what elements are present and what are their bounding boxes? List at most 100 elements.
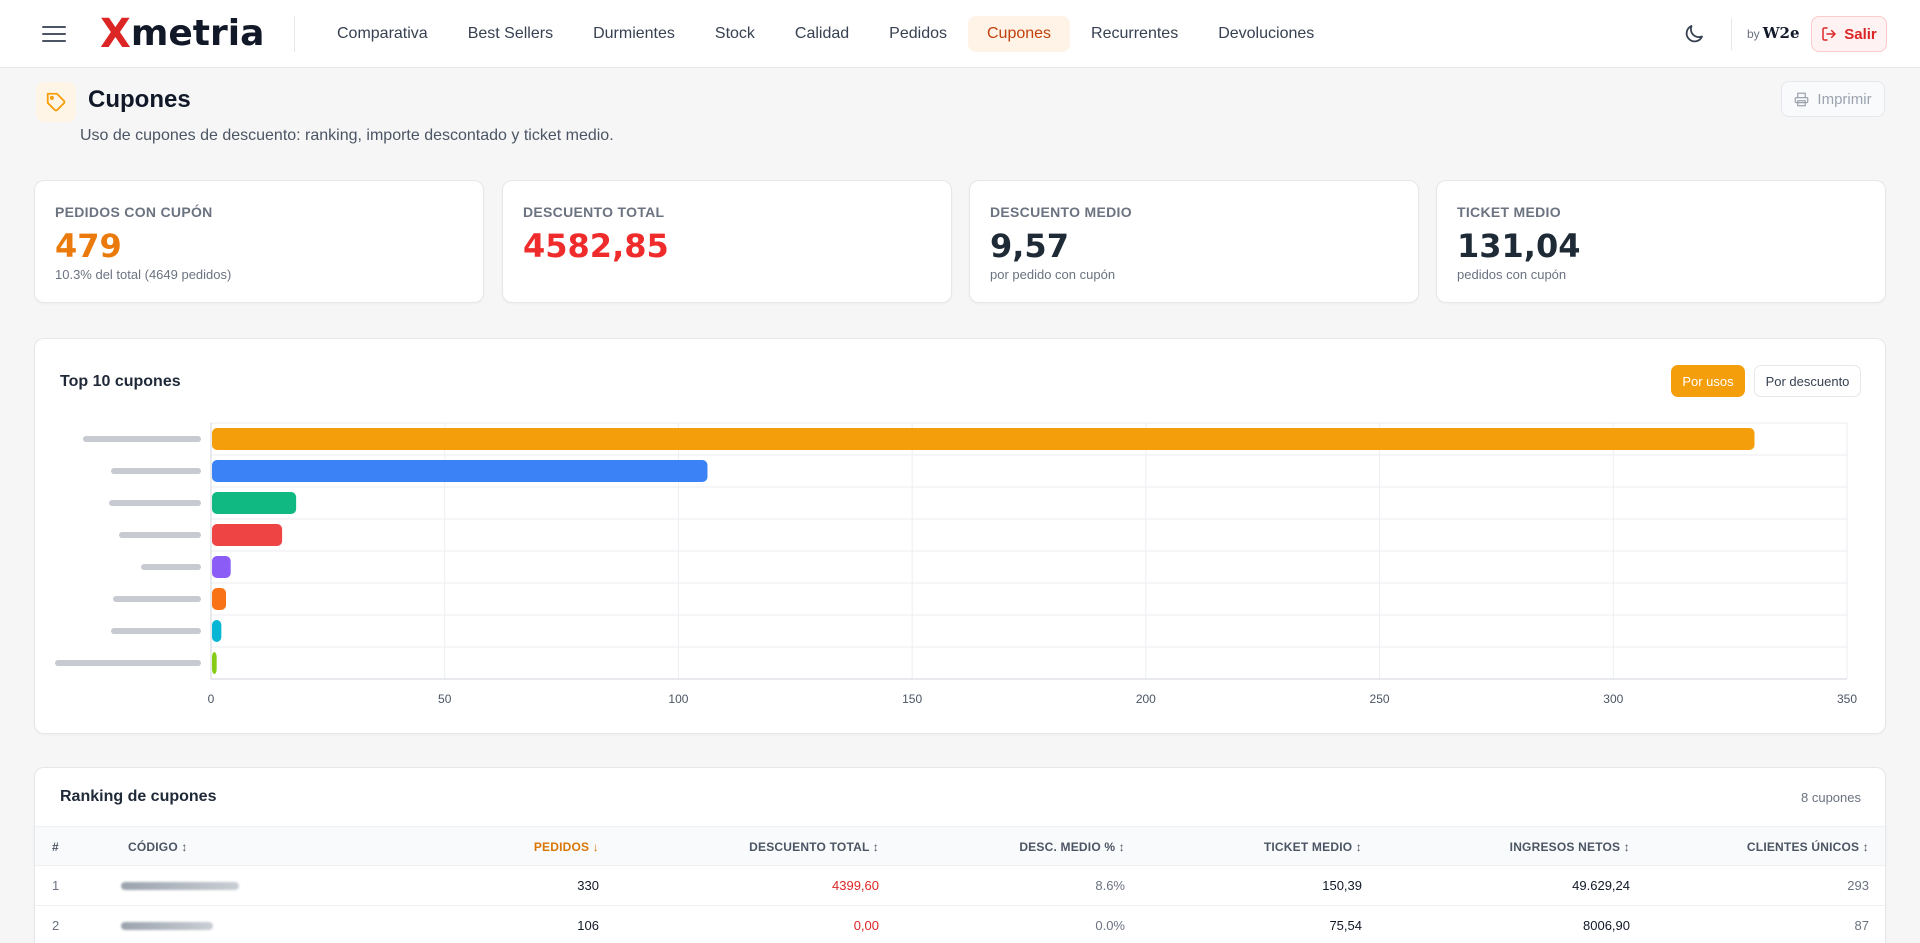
col-codigo[interactable]: CÓDIGO ↕ [128, 840, 188, 854]
cell-rank: 1 [52, 878, 60, 893]
kpi-card-descuento-total: DESCUENTO TOTAL 4582,85 [502, 180, 952, 303]
chart-bar [212, 652, 217, 674]
kpi-note: pedidos con cupón [1457, 267, 1567, 282]
cell-ingresos: 49.629,24 [1572, 878, 1630, 893]
nav-recurrentes[interactable]: Recurrentes [1091, 25, 1179, 42]
cell-desc-pct: 8.6% [1095, 878, 1125, 893]
redacted-code [121, 922, 213, 930]
by-brand-logo: W2e [1762, 24, 1800, 42]
nav-comparativa[interactable]: Comparativa [337, 25, 428, 42]
toggle-por-usos[interactable]: Por usos [1671, 365, 1745, 397]
x-tick-label: 300 [1603, 692, 1623, 706]
divider [1731, 18, 1732, 50]
x-tick-label: 350 [1837, 692, 1857, 706]
printer-icon [1795, 92, 1809, 106]
cell-clientes: 87 [1854, 918, 1869, 933]
cell-pedidos: 330 [577, 878, 599, 893]
moon-icon[interactable] [1682, 22, 1706, 46]
tag-icon-box [36, 82, 76, 122]
col-pedidos[interactable]: PEDIDOS ↓ [533, 840, 599, 854]
cell-ticket: 75,54 [1329, 918, 1362, 933]
redacted-category-label [109, 500, 201, 506]
cell-desc-pct: 0.0% [1095, 918, 1125, 933]
nav-pedidos[interactable]: Pedidos [889, 25, 947, 42]
kpi-note: por pedido con cupón [990, 267, 1116, 282]
logo-x: X [100, 11, 131, 57]
nav-devoluciones[interactable]: Devoluciones [1218, 25, 1315, 42]
divider [294, 16, 295, 52]
chart-bar [212, 556, 231, 578]
by-label: by [1747, 27, 1760, 41]
redacted-code [121, 882, 239, 890]
redacted-category-label [113, 596, 201, 602]
cell-rank: 2 [52, 918, 60, 933]
table-row[interactable]: 1 330 4399,60 8.6% 150,39 49.629,24 293 [35, 866, 1885, 906]
kpi-value: 131,04 [1457, 227, 1581, 265]
col-desc-medio[interactable]: DESC. MEDIO % ↕ [1019, 840, 1125, 854]
kpi-card-pedidos-cupon: PEDIDOS CON CUPÓN 479 10.3% del total (4… [34, 180, 484, 303]
print-button[interactable]: Imprimir [1781, 81, 1885, 117]
top-navbar: X metria Comparativa Best Sellers Durmie… [0, 0, 1920, 68]
logout-button[interactable]: Salir [1811, 16, 1887, 52]
kpi-card-descuento-medio: DESCUENTO MEDIO 9,57 por pedido con cupó… [969, 180, 1419, 303]
nav-calidad[interactable]: Calidad [794, 25, 850, 42]
chart-bar [212, 460, 708, 482]
redacted-category-label [111, 628, 201, 634]
x-tick-label: 200 [1136, 692, 1156, 706]
chart-bar [212, 524, 283, 546]
logo[interactable]: X metria [100, 12, 264, 56]
logo-text: metria [130, 13, 265, 54]
chart-bar [212, 428, 1755, 450]
kpi-note: 10.3% del total (4649 pedidos) [55, 267, 232, 282]
chart-bar [212, 620, 222, 642]
coupon-ranking-table: Ranking de cupones 8 cupones # CÓDIGO ↕ … [34, 767, 1886, 943]
nav-stock[interactable]: Stock [714, 25, 755, 42]
table-header: # CÓDIGO ↕ PEDIDOS ↓ DESCUENTO TOTAL ↕ D… [35, 826, 1885, 866]
cell-descuento: 4399,60 [832, 878, 879, 893]
coupon-count: 8 cupones [1801, 790, 1861, 805]
cell-descuento: 0,00 [853, 918, 879, 933]
bar-chart: 0 50 100 150 200 250 300 350 [55, 422, 1857, 706]
chart-title: Top 10 cupones [60, 373, 181, 390]
kpi-value: 479 [55, 227, 122, 265]
powered-by: by W2e [1747, 24, 1800, 42]
cell-pedidos: 106 [577, 918, 599, 933]
kpi-label: DESCUENTO TOTAL [523, 204, 665, 220]
redacted-category-label [83, 436, 201, 442]
x-tick-label: 100 [668, 692, 688, 706]
x-tick-label: 250 [1370, 692, 1390, 706]
toggle-por-descuento[interactable]: Por descuento [1754, 365, 1861, 397]
kpi-label: TICKET MEDIO [1457, 204, 1561, 220]
col-ticket-medio[interactable]: TICKET MEDIO ↕ [1263, 840, 1362, 854]
col-ingresos-netos[interactable]: INGRESOS NETOS ↕ [1509, 840, 1630, 854]
page-title: Cupones [88, 86, 191, 113]
logout-icon [1822, 27, 1836, 41]
x-tick-label: 0 [208, 692, 215, 706]
redacted-category-label [119, 532, 201, 538]
kpi-value: 4582,85 [523, 227, 669, 265]
nav-best-sellers[interactable]: Best Sellers [467, 25, 554, 42]
x-tick-label: 50 [438, 692, 452, 706]
nav-cupones[interactable]: Cupones [968, 16, 1071, 52]
print-label: Imprimir [1817, 90, 1872, 108]
col-rank: # [52, 840, 59, 854]
page-subtitle: Uso de cupones de descuento: ranking, im… [80, 127, 614, 144]
cell-ticket: 150,39 [1322, 878, 1362, 893]
x-tick-label: 150 [902, 692, 922, 706]
kpi-value: 9,57 [990, 227, 1069, 265]
col-clientes-unicos[interactable]: CLIENTES ÚNICOS ↕ [1746, 840, 1869, 854]
main-nav: Comparativa Best Sellers Durmientes Stoc… [318, 16, 1333, 52]
kpi-card-ticket-medio: TICKET MEDIO 131,04 pedidos con cupón [1436, 180, 1886, 303]
redacted-category-label [141, 564, 201, 570]
menu-icon[interactable] [42, 23, 66, 43]
kpi-label: DESCUENTO MEDIO [990, 204, 1132, 220]
table-row[interactable]: 2 106 0,00 0.0% 75,54 8006,90 87 [35, 906, 1885, 943]
chart-bar [212, 588, 227, 610]
redacted-category-label [55, 660, 201, 666]
top-coupons-chart-card: Top 10 cupones Por usos Por descuento 0 5… [34, 338, 1886, 734]
redacted-category-label [111, 468, 201, 474]
nav-durmientes[interactable]: Durmientes [593, 25, 675, 42]
col-descuento-total[interactable]: DESCUENTO TOTAL ↕ [749, 840, 879, 854]
cell-clientes: 293 [1847, 878, 1869, 893]
logout-label: Salir [1844, 25, 1877, 43]
